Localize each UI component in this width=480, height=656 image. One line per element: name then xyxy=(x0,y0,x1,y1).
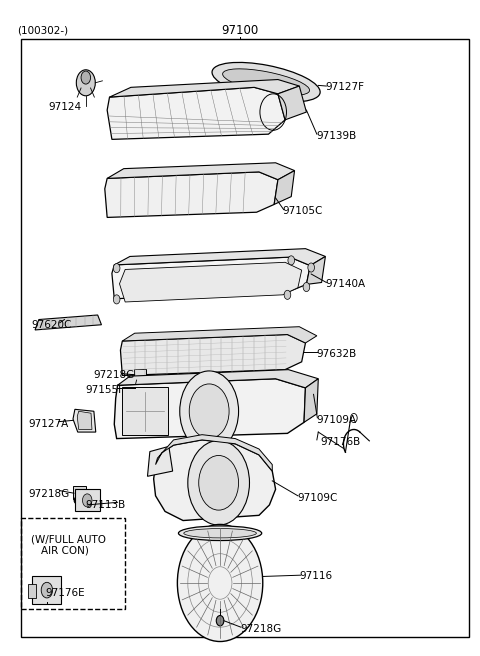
FancyBboxPatch shape xyxy=(32,576,61,604)
Circle shape xyxy=(83,494,92,507)
Text: 97218G: 97218G xyxy=(29,489,70,499)
Text: 97140A: 97140A xyxy=(325,279,366,289)
Polygon shape xyxy=(120,335,305,375)
Circle shape xyxy=(113,264,120,273)
Ellipse shape xyxy=(223,69,310,95)
Text: 97109C: 97109C xyxy=(297,493,337,503)
FancyBboxPatch shape xyxy=(134,369,145,380)
Circle shape xyxy=(41,583,53,598)
Text: 97127F: 97127F xyxy=(325,83,364,92)
Polygon shape xyxy=(35,315,101,330)
Polygon shape xyxy=(107,87,285,139)
FancyBboxPatch shape xyxy=(122,387,168,436)
Circle shape xyxy=(350,413,357,422)
Polygon shape xyxy=(114,379,305,439)
Circle shape xyxy=(76,70,96,96)
FancyBboxPatch shape xyxy=(73,486,86,499)
Polygon shape xyxy=(306,256,325,285)
Polygon shape xyxy=(278,86,306,120)
Polygon shape xyxy=(73,409,96,432)
Polygon shape xyxy=(304,379,318,422)
Ellipse shape xyxy=(212,62,320,102)
Text: 97109A: 97109A xyxy=(316,415,356,425)
Circle shape xyxy=(188,441,250,525)
Circle shape xyxy=(216,615,224,626)
Polygon shape xyxy=(274,171,295,205)
Circle shape xyxy=(180,371,239,451)
FancyBboxPatch shape xyxy=(134,381,153,396)
Ellipse shape xyxy=(179,526,262,541)
FancyBboxPatch shape xyxy=(147,384,153,392)
Polygon shape xyxy=(77,411,92,430)
FancyBboxPatch shape xyxy=(28,584,36,598)
Text: 97100: 97100 xyxy=(221,24,259,37)
Polygon shape xyxy=(120,262,301,302)
Polygon shape xyxy=(109,79,300,97)
Text: (W/FULL AUTO: (W/FULL AUTO xyxy=(31,535,106,544)
Circle shape xyxy=(74,497,79,504)
Ellipse shape xyxy=(184,529,256,538)
Polygon shape xyxy=(156,435,272,471)
Polygon shape xyxy=(147,446,173,476)
FancyBboxPatch shape xyxy=(75,489,100,512)
Text: 97113B: 97113B xyxy=(86,500,126,510)
Circle shape xyxy=(81,71,91,84)
Text: 97124: 97124 xyxy=(48,102,81,112)
Text: AIR CON): AIR CON) xyxy=(41,545,89,556)
Text: 97632B: 97632B xyxy=(316,349,356,359)
Circle shape xyxy=(308,263,314,272)
FancyBboxPatch shape xyxy=(138,384,145,393)
Circle shape xyxy=(199,455,239,510)
Text: 97176B: 97176B xyxy=(321,437,361,447)
Text: 97620C: 97620C xyxy=(31,319,72,330)
Polygon shape xyxy=(112,257,310,298)
Text: 97116: 97116 xyxy=(300,571,333,581)
Circle shape xyxy=(178,524,263,642)
Text: 97218G: 97218G xyxy=(240,623,281,634)
Polygon shape xyxy=(122,327,317,343)
Polygon shape xyxy=(118,369,318,388)
Text: 97176E: 97176E xyxy=(46,588,85,598)
Circle shape xyxy=(288,256,295,265)
Polygon shape xyxy=(105,172,278,217)
Text: 97105C: 97105C xyxy=(283,206,323,216)
Circle shape xyxy=(113,295,120,304)
Polygon shape xyxy=(107,163,295,180)
Circle shape xyxy=(284,290,291,299)
Circle shape xyxy=(303,283,310,291)
Text: (100302-): (100302-) xyxy=(17,25,68,35)
Polygon shape xyxy=(154,440,276,520)
Circle shape xyxy=(189,384,229,439)
Text: 97127A: 97127A xyxy=(29,419,69,429)
Text: 97218G: 97218G xyxy=(93,370,134,380)
Polygon shape xyxy=(114,249,325,266)
Text: 97139B: 97139B xyxy=(316,131,356,141)
Text: 97155F: 97155F xyxy=(86,385,125,395)
